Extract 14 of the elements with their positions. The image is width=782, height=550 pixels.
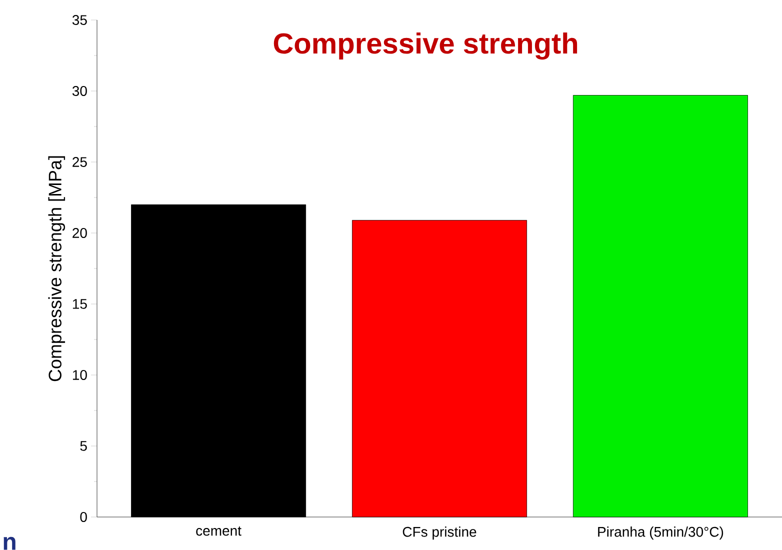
- x-tick-label: cement: [196, 526, 242, 536]
- chart-title: Compressive strength: [274, 32, 578, 60]
- y-tick-label: 15: [72, 299, 87, 309]
- y-tick-label: 10: [72, 370, 87, 380]
- y-tick-label: 20: [72, 228, 87, 238]
- text: n: [4, 536, 16, 550]
- y-tick-label: 35: [72, 15, 87, 25]
- y-tick-label: 5: [80, 441, 87, 451]
- y-axis-title: Compressive strength [MPa]: [48, 156, 66, 382]
- x-tick-label: CFs pristine: [402, 526, 476, 540]
- y-tick-label: 25: [72, 157, 87, 167]
- x-tick-label: Piranha (5min/30°C): [598, 526, 724, 540]
- y-tick-label: 0: [80, 512, 87, 522]
- y-tick-label: 30: [72, 86, 87, 96]
